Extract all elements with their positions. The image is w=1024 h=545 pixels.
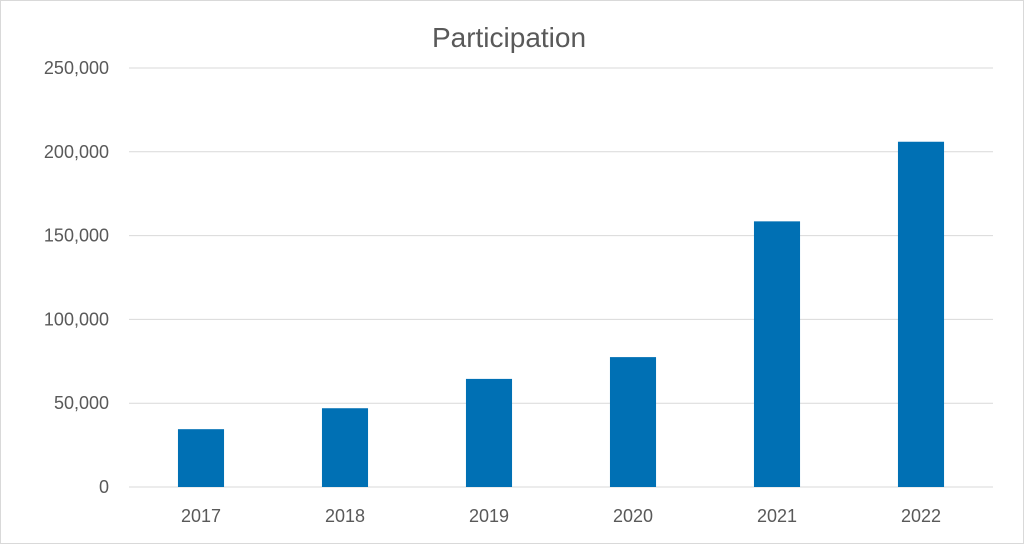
bars — [177, 141, 945, 487]
x-tick-label: 2018 — [325, 506, 365, 526]
bar-2021 — [753, 221, 801, 487]
y-tick-label: 0 — [99, 477, 109, 497]
y-tick-label: 100,000 — [44, 309, 109, 329]
bar-2017 — [177, 429, 225, 487]
gridlines — [129, 67, 993, 488]
x-tick-label: 2017 — [181, 506, 221, 526]
x-tick-label: 2019 — [469, 506, 509, 526]
y-axis-ticks: 0 50,000 100,000 150,000 200,000 250,000 — [44, 58, 109, 497]
y-tick-label: 250,000 — [44, 58, 109, 78]
bar-2020 — [609, 357, 657, 487]
bar-2022 — [897, 141, 945, 487]
y-tick-label: 200,000 — [44, 142, 109, 162]
x-tick-label: 2022 — [901, 506, 941, 526]
bar-2018 — [321, 408, 369, 487]
x-tick-label: 2021 — [757, 506, 797, 526]
x-tick-label: 2020 — [613, 506, 653, 526]
y-tick-label: 50,000 — [54, 393, 109, 413]
chart-title: Participation — [432, 22, 586, 53]
x-axis-ticks: 2017 2018 2019 2020 2021 2022 — [181, 506, 941, 526]
bar-2019 — [465, 378, 513, 487]
y-tick-label: 150,000 — [44, 226, 109, 246]
